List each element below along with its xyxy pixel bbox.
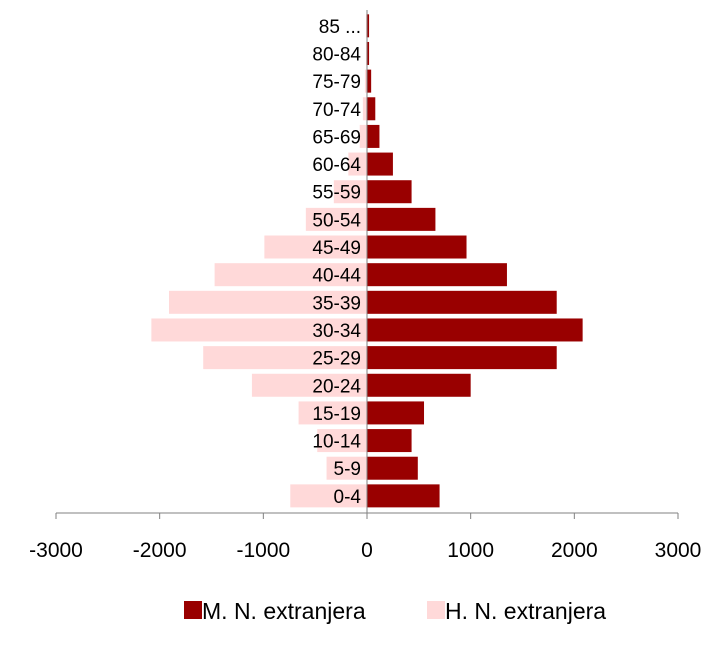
legend-label-men: M. N. extranjera: [202, 598, 366, 624]
bar-men-5-9: [367, 456, 418, 480]
x-tick-label: -3000: [29, 539, 83, 562]
bar-men-70-74: [367, 97, 376, 121]
bar-women-70-74: [362, 97, 367, 121]
bar-women-10-14: [317, 429, 367, 453]
bar-men-50-54: [367, 207, 436, 231]
bar-women-80-84: [365, 41, 367, 65]
category-label: 75-79: [312, 72, 361, 93]
bar-women-85-: [365, 14, 367, 38]
x-tick-label: 3000: [655, 539, 702, 562]
category-label: 20-24: [312, 376, 361, 397]
category-label: 15-19: [312, 404, 361, 425]
category-label: 55-59: [312, 183, 361, 204]
legend-swatch-men: [184, 601, 202, 619]
x-axis: -3000 -2000 -1000 0 1000 2000 3000: [29, 10, 701, 562]
legend-label-women: H. N. extranjera: [445, 598, 606, 624]
bar-men-30-34: [367, 318, 583, 342]
bar-women-5-9: [326, 456, 367, 480]
bar-women-65-69: [359, 124, 367, 148]
x-tick-label: -1000: [236, 539, 290, 562]
bar-men-25-29: [367, 346, 557, 370]
bar-men-65-69: [367, 124, 380, 148]
bar-men-55-59: [367, 180, 412, 204]
bar-women-15-19: [298, 401, 367, 425]
category-label: 85 ...: [319, 17, 361, 38]
category-label: 30-34: [312, 321, 361, 342]
bar-men-80-84: [367, 41, 370, 65]
x-tick-label: 2000: [551, 539, 598, 562]
bar-women-75-79: [364, 69, 367, 93]
bar-women-0-4: [290, 484, 367, 508]
bar-women-55-59: [333, 180, 367, 204]
bar-men-85-: [367, 14, 370, 38]
bar-men-15-19: [367, 401, 425, 425]
category-label: 0-4: [334, 487, 362, 508]
category-label: 50-54: [312, 210, 361, 231]
bar-men-45-49: [367, 235, 467, 259]
x-tick-label: 0: [361, 539, 373, 562]
legend-swatch-women: [427, 601, 445, 619]
bar-men-0-4: [367, 484, 440, 508]
category-label: 70-74: [312, 100, 361, 121]
bar-men-20-24: [367, 373, 471, 397]
bar-women-50-54: [305, 207, 367, 231]
category-label: 80-84: [312, 44, 361, 65]
category-label: 60-64: [312, 155, 361, 176]
bar-women-45-49: [264, 235, 367, 259]
bar-women-20-24: [251, 373, 367, 397]
x-tick-label: 1000: [447, 539, 494, 562]
bar-men-10-14: [367, 429, 412, 453]
bar-women-35-39: [169, 290, 367, 314]
category-label: 25-29: [312, 349, 361, 370]
bar-women-40-44: [214, 263, 367, 287]
category-label: 35-39: [312, 293, 361, 314]
category-label: 40-44: [312, 266, 361, 287]
x-tick-label: -2000: [133, 539, 187, 562]
category-label: 65-69: [312, 127, 361, 148]
bar-men-40-44: [367, 263, 507, 287]
bars-layer: [151, 14, 583, 508]
category-labels: 0-4 5-9 10-14 15-19 20-24 25-29 30-34 35-39 40-4…: [312, 17, 361, 508]
category-label: 10-14: [312, 432, 361, 453]
bar-men-75-79: [367, 69, 372, 93]
bar-women-60-64: [348, 152, 367, 176]
bar-women-30-34: [151, 318, 367, 342]
bar-women-25-29: [203, 346, 367, 370]
category-label: 45-49: [312, 238, 361, 259]
bar-men-35-39: [367, 290, 557, 314]
legend: M. N. extranjera H. N. extranjera: [184, 598, 606, 624]
bar-men-60-64: [367, 152, 393, 176]
category-label: 5-9: [334, 459, 361, 480]
